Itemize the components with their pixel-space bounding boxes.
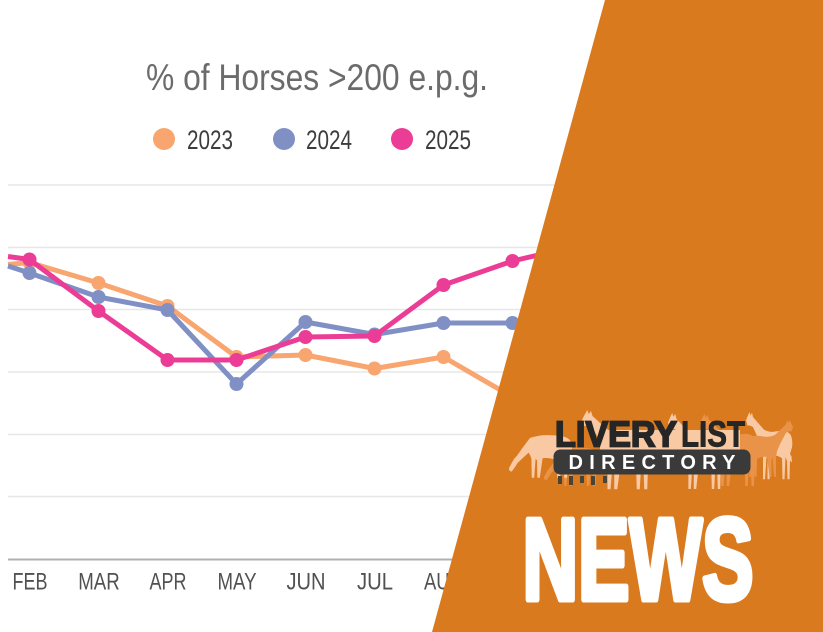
svg-text:DIRECTORY: DIRECTORY (569, 452, 737, 474)
svg-text:MAY: MAY (218, 569, 257, 596)
svg-text:NEWS: NEWS (523, 495, 754, 625)
svg-text:FEB: FEB (13, 569, 48, 596)
svg-text:JUN: JUN (287, 569, 326, 596)
svg-text:MAR: MAR (78, 569, 120, 596)
svg-text:% of Horses >200 e.p.g.: % of Horses >200 e.p.g. (146, 57, 488, 98)
svg-text:LIVERY: LIVERY (555, 414, 677, 455)
svg-text:JUL: JUL (357, 569, 393, 596)
svg-text:APR: APR (150, 569, 187, 596)
svg-text:2025: 2025 (425, 125, 471, 155)
svg-text:LIST: LIST (681, 414, 745, 455)
svg-text:2024: 2024 (306, 125, 352, 155)
svg-text:2023: 2023 (187, 125, 233, 155)
